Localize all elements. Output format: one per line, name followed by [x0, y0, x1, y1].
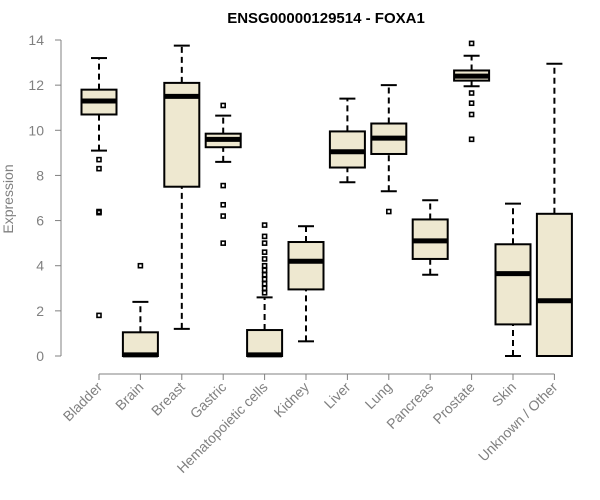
y-axis: 0 2 4 6 8 10 12 14 [28, 32, 62, 364]
outlier-point [385, 208, 392, 215]
plot-area [80, 40, 573, 358]
box-group [287, 225, 325, 343]
outlier-point [261, 233, 268, 240]
box-group [80, 57, 118, 319]
outlier-point [96, 312, 102, 319]
x-tick-label: Bladder [60, 379, 106, 425]
x-tick-label: Prostate [430, 379, 478, 427]
box-iqr [535, 212, 573, 357]
box-group [370, 84, 408, 215]
box-group [411, 199, 449, 276]
box-iqr [246, 329, 284, 357]
box-group [328, 97, 366, 184]
outlier-point [468, 40, 475, 47]
outlier-point [261, 240, 268, 246]
y-tick-label: 0 [36, 348, 44, 364]
box-group [163, 44, 201, 330]
outlier-point [261, 271, 268, 278]
y-tick-label: 8 [36, 167, 44, 183]
outlier-point [261, 222, 268, 228]
outlier-point [220, 102, 226, 109]
outlier-point [220, 213, 226, 219]
box-iqr [163, 81, 201, 188]
chart-title: ENSG00000129514 - FOXA1 [227, 10, 425, 27]
outlier-point [96, 165, 102, 172]
x-tick-label: Unknown / Other [475, 379, 561, 465]
box-iqr [494, 243, 532, 326]
outlier-point [96, 209, 102, 216]
outlier-point [468, 136, 475, 143]
y-axis-label: Expression [0, 164, 16, 233]
y-tick-label: 6 [36, 213, 44, 229]
box-group [121, 262, 159, 358]
outlier-point [261, 280, 268, 287]
x-tick-label: Breast [148, 379, 188, 419]
outlier-point [261, 262, 268, 269]
outlier-point [261, 289, 268, 296]
y-tick-label: 12 [28, 77, 44, 93]
outlier-point [468, 100, 475, 106]
outlier-point [137, 262, 144, 269]
outlier-point [261, 249, 268, 255]
y-tick-label: 2 [36, 303, 44, 319]
outlier-point [220, 182, 226, 189]
x-tick-label: Liver [321, 379, 354, 412]
outlier-point [261, 285, 268, 292]
box-group [204, 102, 242, 246]
outlier-point [96, 156, 102, 163]
box-group [494, 202, 532, 357]
x-tick-label: Brain [112, 379, 146, 413]
box-iqr [287, 241, 325, 291]
outlier-point [261, 256, 268, 262]
outlier-point [261, 276, 268, 283]
y-tick-label: 4 [36, 258, 44, 274]
outlier-point [220, 240, 226, 246]
x-tick-label: Lung [362, 379, 395, 412]
y-tick-label: 10 [28, 122, 44, 138]
x-tick-label: Skin [489, 379, 520, 410]
box-group [453, 40, 491, 143]
outlier-point [468, 111, 475, 118]
x-tick-label: Kidney [271, 379, 313, 421]
box-group [535, 62, 573, 357]
outlier-point [468, 90, 475, 96]
outlier-point [261, 267, 268, 274]
y-tick-label: 14 [28, 32, 44, 48]
outlier-point [220, 201, 226, 208]
box-group [246, 222, 284, 358]
